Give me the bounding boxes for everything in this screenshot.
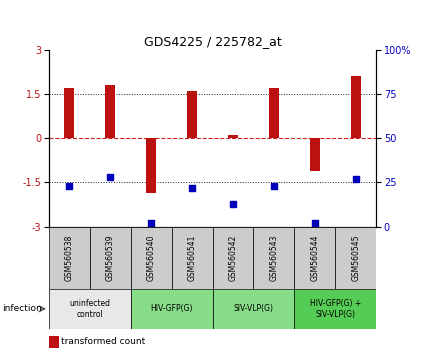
Point <box>352 176 359 182</box>
Text: infection: infection <box>2 304 42 313</box>
Bar <box>294 227 335 289</box>
Bar <box>172 227 212 289</box>
Bar <box>49 289 131 329</box>
Point <box>107 174 113 180</box>
Bar <box>131 289 212 329</box>
Bar <box>49 227 90 289</box>
Text: HIV-GFP(G): HIV-GFP(G) <box>150 304 193 313</box>
Bar <box>49 336 59 348</box>
Text: GSM560545: GSM560545 <box>351 234 360 281</box>
Text: GSM560540: GSM560540 <box>147 234 156 281</box>
Bar <box>351 76 361 138</box>
Bar <box>187 91 197 138</box>
Text: uninfected
control: uninfected control <box>69 299 110 319</box>
Bar <box>294 289 376 329</box>
Text: GSM560544: GSM560544 <box>310 234 319 281</box>
Text: GSM560541: GSM560541 <box>187 234 196 281</box>
Bar <box>131 227 172 289</box>
Bar <box>335 227 376 289</box>
Point <box>148 220 155 226</box>
Text: SIV-VLP(G): SIV-VLP(G) <box>233 304 273 313</box>
Bar <box>228 135 238 138</box>
Text: transformed count: transformed count <box>61 337 145 346</box>
Text: HIV-GFP(G) +
SIV-VLP(G): HIV-GFP(G) + SIV-VLP(G) <box>309 299 361 319</box>
Bar <box>90 227 131 289</box>
Point <box>270 183 277 189</box>
Point <box>189 185 196 190</box>
Bar <box>64 88 74 138</box>
Title: GDS4225 / 225782_at: GDS4225 / 225782_at <box>144 35 281 48</box>
Text: GSM560542: GSM560542 <box>229 234 238 281</box>
Bar <box>146 138 156 193</box>
Point <box>312 220 318 226</box>
Text: GSM560543: GSM560543 <box>269 234 278 281</box>
Bar <box>310 138 320 171</box>
Point <box>66 183 73 189</box>
Bar <box>212 227 253 289</box>
Text: GSM560538: GSM560538 <box>65 234 74 281</box>
Text: GSM560539: GSM560539 <box>106 234 115 281</box>
Bar <box>105 85 115 138</box>
Point <box>230 201 236 206</box>
Bar <box>253 227 294 289</box>
Bar <box>212 289 294 329</box>
Bar <box>269 88 279 138</box>
